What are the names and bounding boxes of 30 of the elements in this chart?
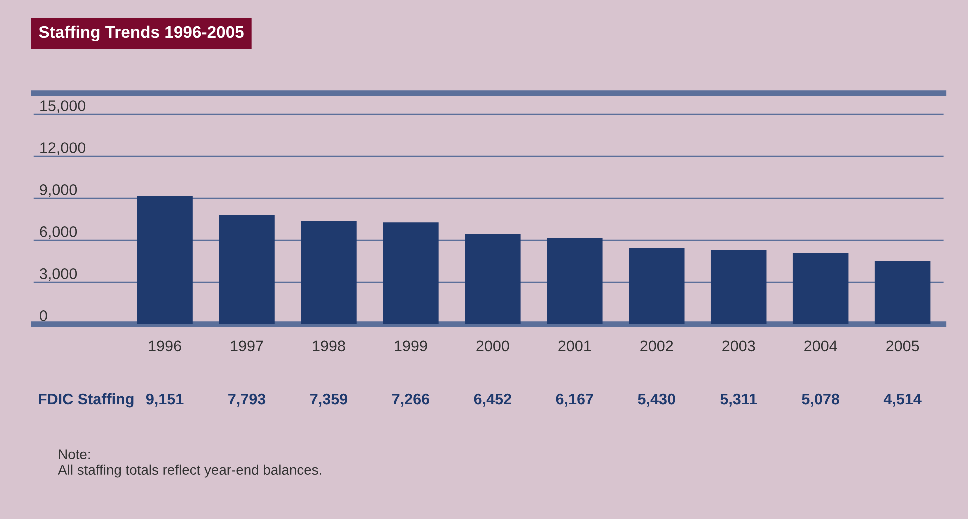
y-tick-label: 0: [40, 310, 48, 322]
x-tick-label: 2000: [476, 340, 510, 352]
x-tick-label: 2003: [722, 340, 756, 352]
data-label: 4,514: [884, 394, 922, 407]
y-tick-label: 9,000: [40, 184, 78, 198]
data-label: 6,167: [556, 394, 594, 407]
data-label: 7,266: [392, 394, 430, 407]
y-tick-label: 15,000: [40, 100, 86, 114]
x-tick-label: 1996: [149, 340, 182, 352]
data-label: 9,151: [146, 394, 184, 407]
x-tick-label: 2005: [886, 340, 920, 352]
x-tick-label: 1998: [313, 340, 346, 352]
text: All staffing totals reflect year-end balances.: [58, 464, 322, 478]
y-tick-label: 3,000: [40, 268, 78, 282]
data-label: 5,078: [802, 394, 840, 407]
x-tick-label: 2001: [558, 340, 592, 352]
x-tick-label: 2004: [804, 340, 838, 352]
data-label: 7,793: [228, 394, 266, 407]
chart-title: Staffing Trends 1996-2005: [39, 26, 244, 42]
data-label: 5,311: [720, 394, 758, 407]
data-label: 5,430: [638, 394, 676, 407]
data-label: 6,452: [474, 394, 512, 407]
y-tick-label: 12,000: [40, 142, 86, 156]
x-tick-label: 2002: [640, 340, 674, 352]
x-tick-label: 1997: [231, 340, 264, 352]
text: FDIC Staffing: [39, 393, 134, 408]
y-tick-label: 6,000: [40, 226, 78, 240]
text: Note:: [59, 450, 90, 460]
x-tick-label: 1999: [395, 340, 428, 352]
data-label: 7,359: [310, 394, 348, 407]
